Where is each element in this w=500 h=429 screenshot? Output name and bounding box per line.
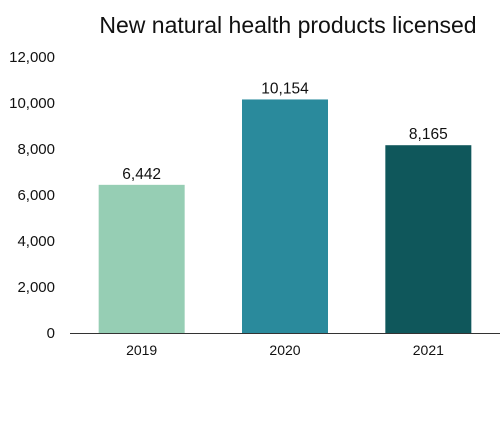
bars: [98, 99, 472, 333]
data-label-2019: 6,442: [122, 166, 161, 183]
y-tick-label: 12,000: [9, 49, 55, 66]
y-tick-label: 6,000: [17, 187, 55, 204]
bar-2021: [385, 145, 472, 333]
y-axis-ticks: 0 2,000 4,000 6,000 8,000 10,000 12,000: [9, 49, 55, 342]
x-axis-ticks: 2019 2020 2021: [126, 342, 444, 358]
data-label-2020: 10,154: [261, 80, 309, 97]
y-tick-label: 8,000: [17, 141, 55, 158]
data-labels: 6,442 10,154 8,165: [122, 80, 447, 182]
x-tick-label: 2021: [413, 342, 444, 358]
y-tick-label: 10,000: [9, 95, 55, 112]
data-label-2021: 8,165: [409, 126, 448, 143]
y-tick-label: 4,000: [17, 233, 55, 250]
bar-2020: [242, 99, 328, 333]
bar-2019: [98, 184, 185, 333]
y-tick-label: 0: [47, 325, 55, 342]
chart-title: New natural health products licensed: [99, 12, 476, 38]
y-tick-label: 2,000: [17, 279, 55, 296]
x-tick-label: 2020: [269, 342, 300, 358]
x-tick-label: 2019: [126, 342, 157, 358]
